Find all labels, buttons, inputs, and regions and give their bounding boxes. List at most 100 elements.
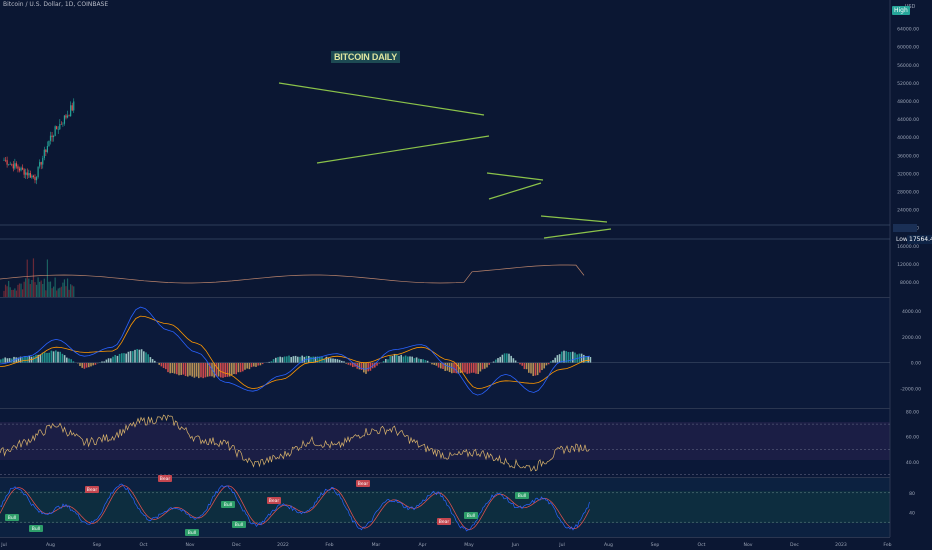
macd-histogram-bar bbox=[341, 360, 343, 363]
macd-histogram-bar bbox=[127, 351, 130, 363]
macd-histogram-bar bbox=[345, 362, 347, 364]
volume-bar bbox=[18, 283, 21, 297]
macd-histogram-bar bbox=[123, 353, 125, 363]
signal-badge bbox=[5, 514, 19, 521]
macd-histogram-bar bbox=[195, 362, 198, 377]
macd-histogram-bar bbox=[105, 359, 108, 363]
signal-badge-text: Bull bbox=[188, 530, 196, 536]
macd-histogram-bar bbox=[244, 362, 246, 370]
signal-badge bbox=[464, 512, 478, 519]
macd-histogram-bar bbox=[543, 362, 545, 369]
volume-bar bbox=[15, 290, 17, 297]
trendline bbox=[543, 228, 612, 239]
signal-badge bbox=[185, 529, 199, 536]
macd-histogram-bar bbox=[367, 362, 369, 372]
macd-histogram-bar bbox=[17, 357, 20, 363]
candle-body bbox=[26, 172, 28, 176]
price-tick-label: 44000.00 bbox=[897, 117, 919, 123]
time-tick-label: Jul bbox=[558, 542, 565, 548]
low-price-value: 17564.45 bbox=[907, 235, 932, 244]
volume-bar bbox=[45, 290, 47, 297]
macd-histogram-bar bbox=[545, 362, 548, 366]
candle-body bbox=[3, 159, 5, 161]
macd-histogram-bar bbox=[422, 359, 424, 363]
signal-badge-text: Bull bbox=[518, 493, 526, 499]
stoch-k-line bbox=[0, 483, 590, 532]
macd-histogram-bar bbox=[11, 358, 13, 363]
macd-histogram-bar bbox=[187, 362, 189, 377]
candle-body bbox=[51, 135, 53, 138]
macd-histogram-bar bbox=[349, 362, 352, 366]
candle-body bbox=[73, 101, 75, 111]
price-tick-label: 24000.00 bbox=[897, 208, 919, 214]
macd-histogram-bar bbox=[228, 362, 231, 377]
macd-histogram-bar bbox=[565, 351, 567, 363]
price-tick-label: 64000.00 bbox=[897, 27, 919, 33]
volume-bar bbox=[48, 281, 50, 297]
macd-histogram-bar bbox=[475, 362, 477, 374]
macd-histogram-bar bbox=[140, 349, 143, 363]
volume-bar bbox=[34, 282, 36, 297]
volume-bar bbox=[43, 278, 45, 297]
trendline bbox=[316, 135, 490, 164]
macd-histogram-bar bbox=[574, 352, 576, 363]
macd-histogram-bar bbox=[107, 358, 110, 363]
macd-histogram-bar bbox=[492, 361, 495, 363]
macd-histogram-bar bbox=[268, 361, 270, 363]
macd-histogram-bar bbox=[118, 353, 121, 363]
macd-histogram-bar bbox=[389, 356, 391, 363]
time-tick-label: 2022 bbox=[277, 542, 289, 548]
macd-histogram-bar bbox=[26, 356, 28, 363]
macd-tick-label: 2000.00 bbox=[902, 335, 921, 341]
macd-histogram-bar bbox=[444, 362, 446, 371]
volume-bar bbox=[35, 284, 38, 297]
macd-histogram-bar bbox=[290, 357, 292, 363]
macd-histogram-bar bbox=[270, 361, 273, 363]
macd-histogram-bar bbox=[301, 355, 303, 363]
trendline bbox=[486, 172, 544, 181]
macd-histogram-bar bbox=[110, 358, 112, 363]
volume-bar bbox=[23, 281, 25, 297]
macd-histogram-bar bbox=[426, 360, 429, 363]
candle-body bbox=[29, 173, 31, 178]
macd-histogram-bar bbox=[116, 355, 119, 363]
candle-body bbox=[12, 164, 14, 169]
macd-histogram-bar bbox=[404, 355, 407, 363]
signal-badge bbox=[267, 497, 281, 504]
macd-histogram-bar bbox=[160, 362, 163, 367]
time-tick-label: May bbox=[464, 542, 474, 548]
macd-histogram-bar bbox=[563, 350, 565, 363]
volume-bar bbox=[17, 284, 19, 297]
macd-histogram-bar bbox=[352, 362, 354, 368]
macd-histogram-bar bbox=[294, 355, 297, 363]
macd-histogram-bar bbox=[44, 352, 46, 363]
macd-histogram-bar bbox=[288, 355, 290, 363]
macd-histogram-bar bbox=[162, 362, 165, 369]
signal-badge bbox=[515, 492, 529, 499]
currency-label: USD bbox=[905, 4, 916, 10]
rsi-band-fill bbox=[0, 422, 890, 460]
candle-body bbox=[37, 166, 39, 178]
macd-histogram-bar bbox=[316, 356, 319, 363]
signal-badge-text: Bear bbox=[439, 519, 450, 525]
macd-histogram-bar bbox=[209, 362, 211, 377]
macd-histogram-bar bbox=[272, 359, 275, 363]
candle-body bbox=[34, 177, 36, 181]
rsi-tick-label: 40.00 bbox=[906, 460, 919, 466]
macd-histogram-bar bbox=[215, 362, 218, 377]
macd-histogram-bar bbox=[435, 362, 438, 366]
macd-histogram-bar bbox=[374, 362, 376, 368]
macd-histogram-bar bbox=[572, 351, 574, 363]
signal-badge bbox=[437, 518, 451, 525]
candle-body bbox=[68, 115, 70, 117]
macd-histogram-bar bbox=[242, 362, 244, 372]
volume-bar bbox=[56, 290, 58, 297]
stoch-tick-label: 40 bbox=[909, 510, 915, 516]
price-tick-label: 56000.00 bbox=[897, 63, 919, 69]
rsi-tick-label: 80.00 bbox=[906, 410, 919, 416]
time-tick-label: Mar bbox=[372, 542, 381, 548]
signal-badge-text: Bull bbox=[467, 513, 475, 519]
macd-panel-background bbox=[0, 298, 890, 408]
